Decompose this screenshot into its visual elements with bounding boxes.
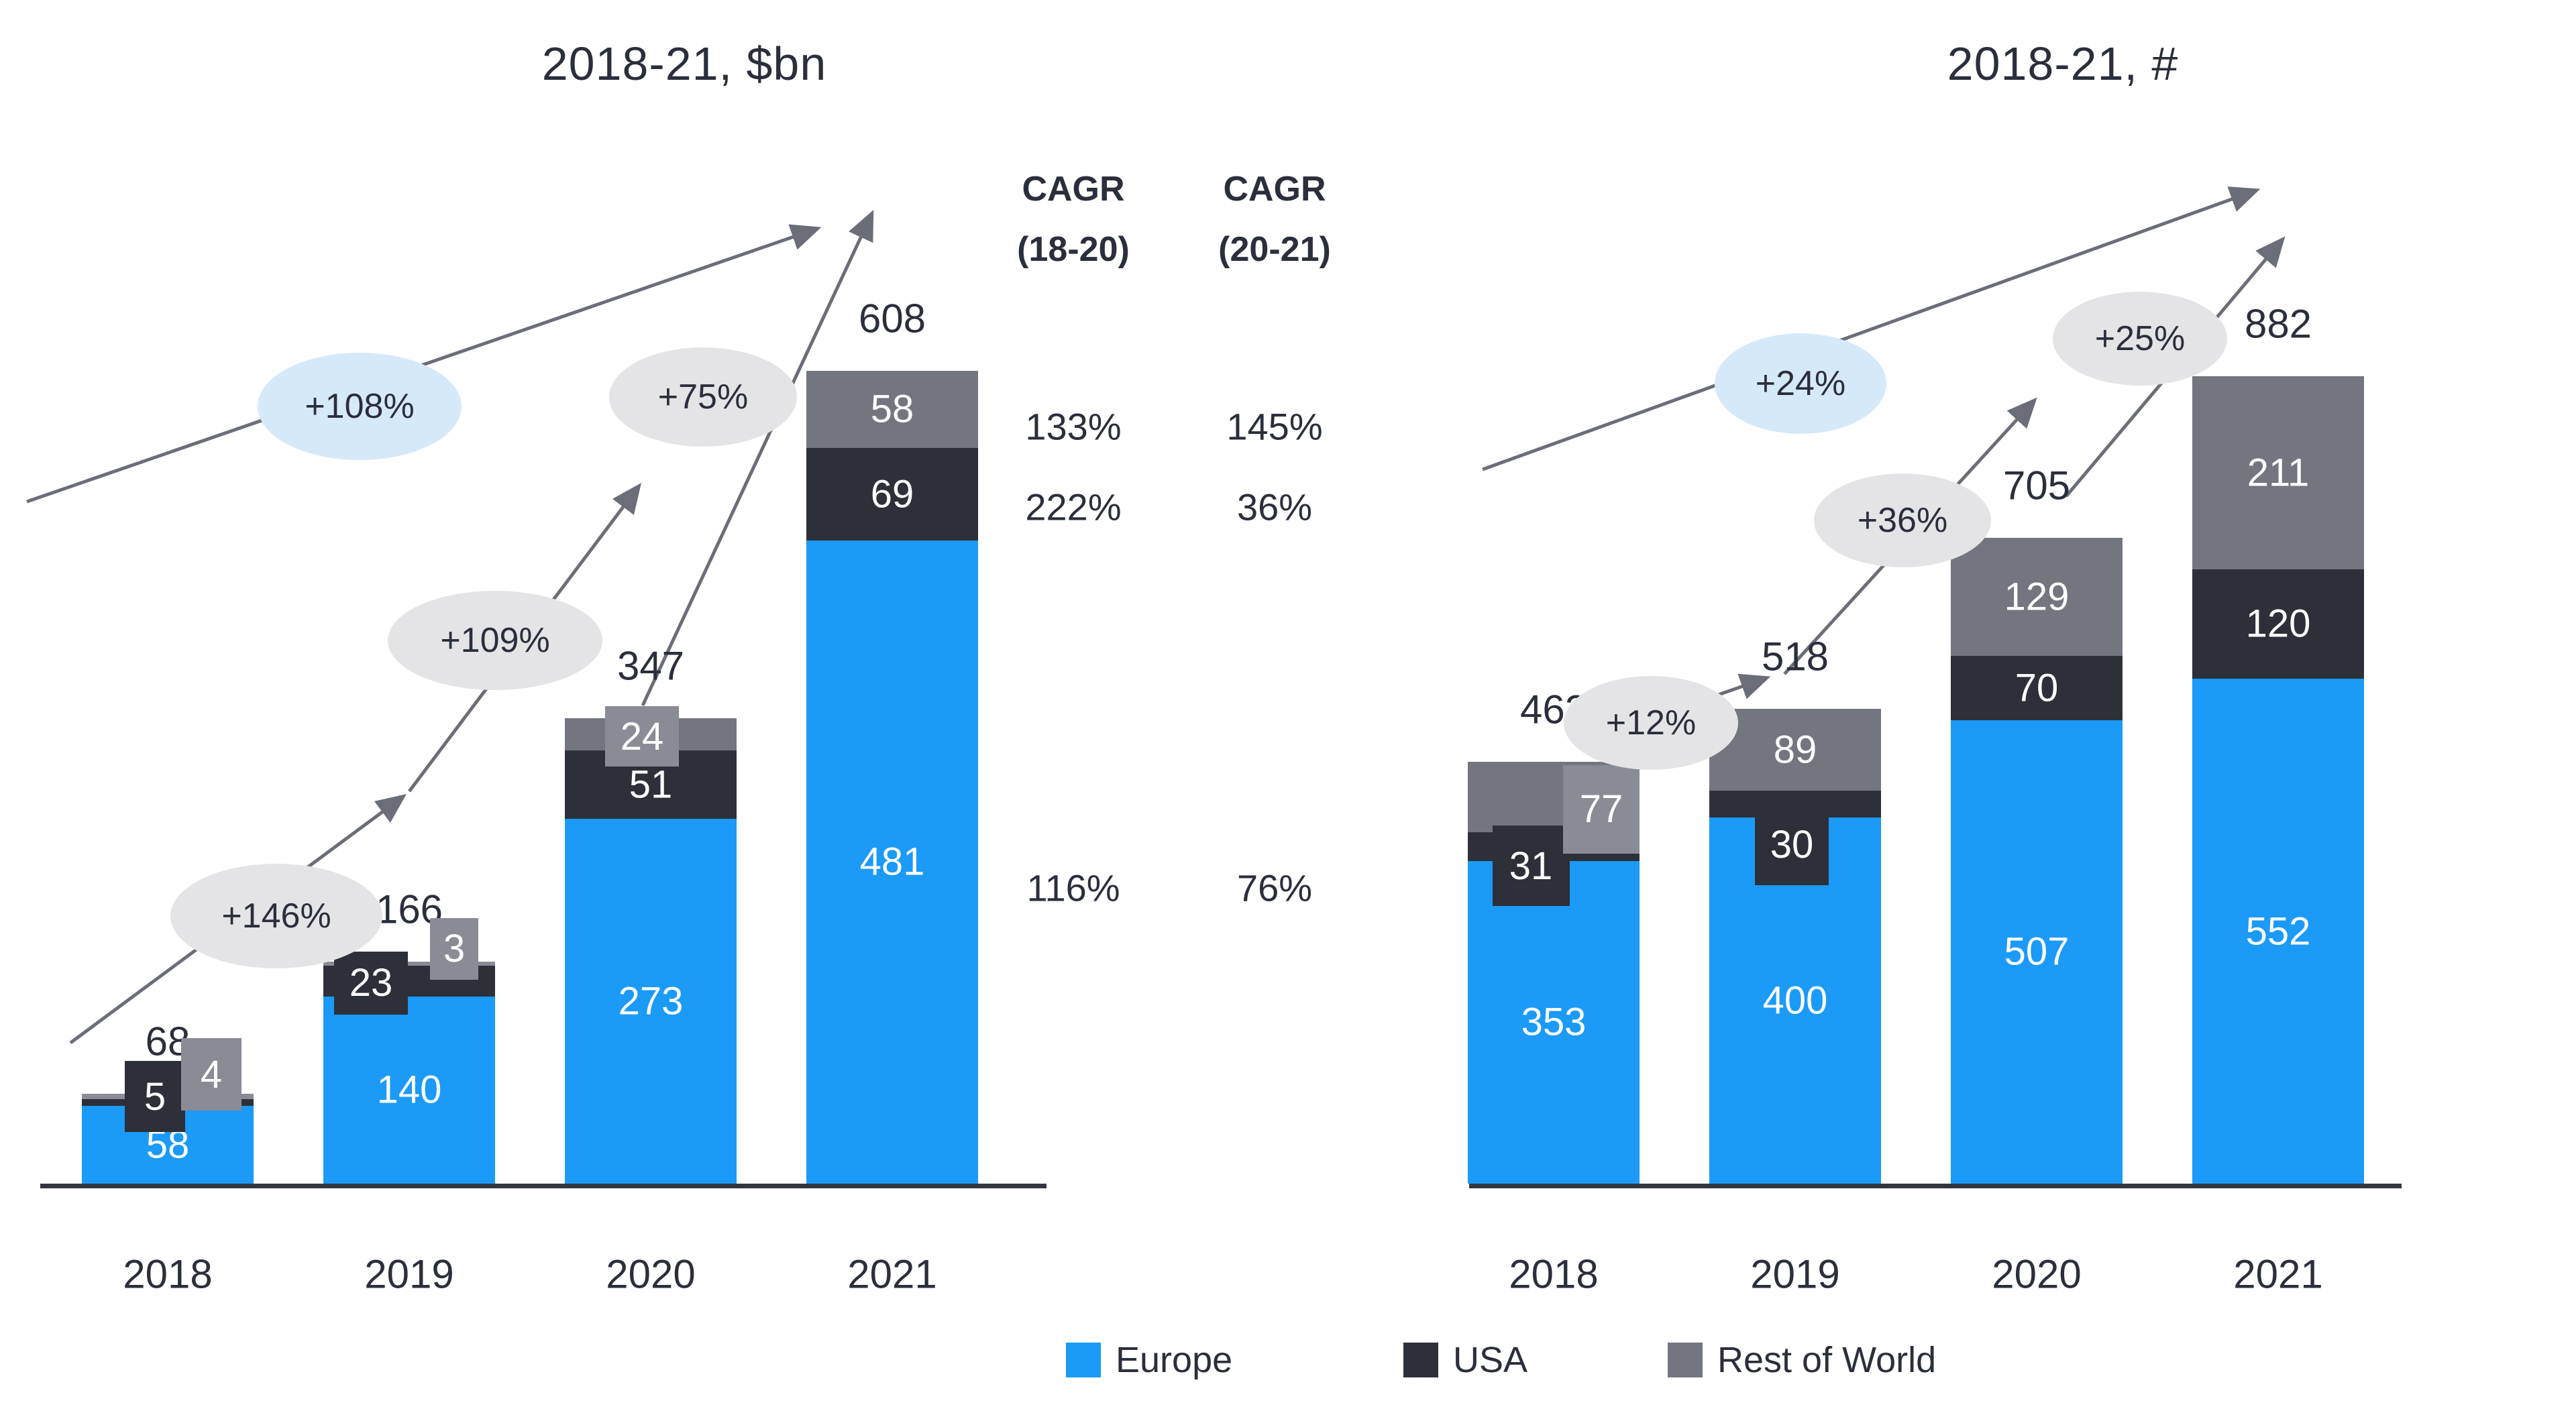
bar-segment-europe-2020 bbox=[1951, 720, 2123, 1184]
callout-label-rest-of-world-2018: 77 bbox=[1563, 765, 1640, 854]
callout-label-rest-of-world-2020: 24 bbox=[605, 706, 679, 767]
cagr-col1-header-line1: CAGR bbox=[1022, 170, 1125, 209]
legend-label-usa: USA bbox=[1453, 1340, 1528, 1380]
chart-right-title: 2018-21, # bbox=[1947, 38, 2179, 90]
growth-badge--36--right-count-chart: +36% bbox=[1814, 473, 1991, 567]
growth-badge--25--right-count-chart: +25% bbox=[2053, 292, 2227, 386]
bar-value-label-usa-2020: 51 bbox=[629, 762, 673, 807]
x-tick-2021-left-value-chart: 2021 bbox=[847, 1251, 937, 1297]
legend-item-rest-of-world: Rest of World bbox=[1668, 1341, 1936, 1379]
growth-badge--12--right-count-chart: +12% bbox=[1564, 676, 1738, 770]
legend-item-europe: Europe bbox=[1066, 1341, 1232, 1379]
bar-segment-rest-of-world-2019 bbox=[323, 961, 495, 966]
x-tick-2021-right-count-chart: 2021 bbox=[2233, 1251, 2323, 1297]
callout-label-usa-2018: 31 bbox=[1492, 826, 1570, 907]
bar-segment-europe-2021 bbox=[2192, 679, 2364, 1184]
legend-item-usa: USA bbox=[1403, 1341, 1527, 1379]
bar-segment-rest-of-world-2021 bbox=[806, 370, 978, 449]
bar-value-label-europe-2019: 400 bbox=[1762, 978, 1828, 1023]
cagr-col2-header-line1: CAGR bbox=[1223, 170, 1326, 209]
callout-label-usa-2018: 5 bbox=[125, 1061, 185, 1133]
bar-value-label-rest-of-world-2020: 129 bbox=[2004, 575, 2070, 619]
legend-label-rest-of-world: Rest of World bbox=[1717, 1340, 1937, 1380]
legend-swatch-usa bbox=[1403, 1343, 1438, 1377]
bar-value-label-usa-2021: 69 bbox=[870, 472, 914, 516]
x-axis-right-count-chart bbox=[1469, 1184, 2402, 1188]
total-label-2020-left-value-chart: 347 bbox=[616, 643, 685, 689]
bar-value-label-rest-of-world-2019: 89 bbox=[1773, 728, 1817, 772]
bar-value-label-rest-of-world-2021: 58 bbox=[870, 387, 914, 431]
bar-segment-europe-2021 bbox=[806, 540, 978, 1184]
total-label-2021-right-count-chart: 882 bbox=[2244, 301, 2312, 347]
legend-label-europe: Europe bbox=[1116, 1340, 1233, 1380]
callout-label-usa-2019: 30 bbox=[1755, 803, 1829, 886]
callout-label-rest-of-world-2018: 4 bbox=[181, 1038, 241, 1111]
legend-swatch-rest-of-world bbox=[1668, 1343, 1703, 1377]
cagr-value-row-18-20: 133% bbox=[1025, 405, 1122, 448]
bar-segment-rest-of-world-2020 bbox=[1951, 538, 2123, 657]
growth-arrow-3-right-count-chart bbox=[1482, 186, 2261, 471]
bar-segment-rest-of-world-2021 bbox=[2192, 376, 2364, 569]
bar-value-label-europe-2020: 507 bbox=[2004, 929, 2070, 974]
bar-value-label-europe-2020: 273 bbox=[618, 979, 684, 1023]
cagr-value-row-20-21: 145% bbox=[1226, 405, 1323, 448]
bar-segment-usa-2021 bbox=[806, 448, 978, 541]
cagr-value-europe-18-20: 116% bbox=[1026, 866, 1120, 909]
bar-value-label-usa-2020: 70 bbox=[2015, 666, 2059, 710]
total-label-2019-right-count-chart: 518 bbox=[1761, 634, 1829, 679]
bar-segment-europe-2018 bbox=[1468, 860, 1640, 1184]
growth-badge--146--left-value-chart: +146% bbox=[170, 864, 382, 968]
bar-value-label-europe-2021: 481 bbox=[859, 840, 925, 884]
bar-segment-europe-2019 bbox=[323, 996, 495, 1184]
bar-segment-europe-2020 bbox=[565, 818, 737, 1184]
growth-badge--75--left-value-chart: +75% bbox=[609, 347, 797, 447]
bar-value-label-rest-of-world-2021: 211 bbox=[2247, 451, 2310, 495]
cagr-value-usa-18-20: 222% bbox=[1025, 486, 1122, 528]
cagr-col1-header-line2: (18-20) bbox=[1017, 230, 1130, 269]
growth-badge--108--left-value-chart: +108% bbox=[258, 353, 462, 460]
total-label-2020-right-count-chart: 705 bbox=[2002, 463, 2071, 508]
callout-label-usa-2019: 23 bbox=[334, 951, 408, 1015]
growth-badge--109--left-value-chart: +109% bbox=[388, 591, 602, 690]
cagr-value-europe-20-21: 76% bbox=[1236, 866, 1313, 909]
growth-arrow-2-left-value-chart bbox=[641, 209, 874, 707]
legend-swatch-europe bbox=[1066, 1343, 1101, 1377]
bar-segment-usa-2020 bbox=[1951, 656, 2123, 720]
chart-left-title: 2018-21, $bn bbox=[541, 38, 827, 90]
bar-value-label-europe-2018: 353 bbox=[1521, 1000, 1587, 1044]
x-tick-2019-right-count-chart: 2019 bbox=[1750, 1251, 1840, 1297]
bar-value-label-europe-2019: 140 bbox=[376, 1068, 442, 1112]
callout-label-rest-of-world-2019: 3 bbox=[430, 917, 478, 980]
x-tick-2018-left-value-chart: 2018 bbox=[123, 1251, 213, 1297]
total-label-2021-left-value-chart: 608 bbox=[858, 296, 926, 341]
x-tick-2019-left-value-chart: 2019 bbox=[364, 1251, 454, 1297]
x-tick-2020-right-count-chart: 2020 bbox=[1992, 1251, 2082, 1297]
cagr-col2-header-line2: (20-21) bbox=[1218, 230, 1331, 269]
x-tick-2020-left-value-chart: 2020 bbox=[606, 1251, 696, 1297]
x-axis-left-value-chart bbox=[40, 1184, 1046, 1188]
x-tick-2018-right-count-chart: 2018 bbox=[1509, 1251, 1599, 1297]
growth-badge--24--right-count-chart: +24% bbox=[1715, 333, 1886, 434]
bar-value-label-usa-2021: 120 bbox=[2245, 602, 2311, 646]
bar-segment-usa-2021 bbox=[2192, 569, 2364, 679]
bar-value-label-europe-2021: 552 bbox=[2245, 909, 2311, 954]
cagr-value-usa-20-21: 36% bbox=[1236, 486, 1313, 528]
